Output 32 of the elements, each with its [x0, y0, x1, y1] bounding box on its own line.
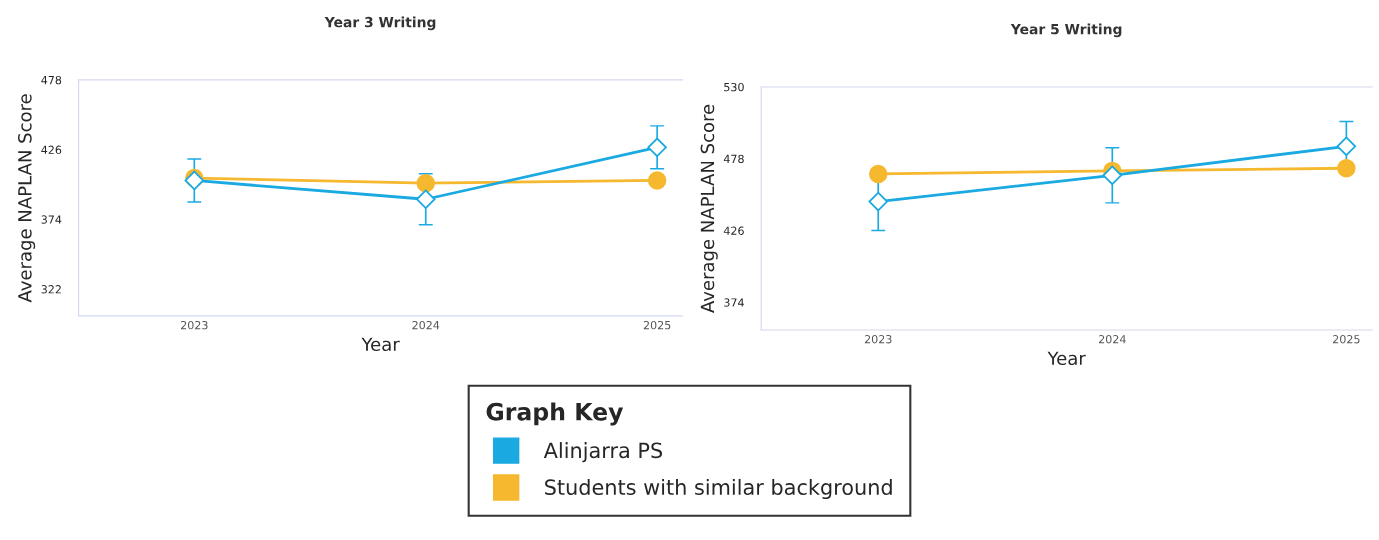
point: [868, 164, 888, 184]
x-tick-label: 2023: [180, 320, 208, 330]
legend-label: Alinjarra PS: [543, 442, 663, 463]
point: [1102, 165, 1123, 186]
x-tick-label: 2025: [643, 320, 671, 330]
x-axis-title: Year: [1047, 351, 1086, 366]
point: [647, 171, 667, 190]
point: [416, 173, 435, 193]
x-tick-label: 2024: [412, 320, 440, 330]
y-axis-title: Average NAPLAN Score: [700, 104, 718, 313]
point: [1336, 136, 1357, 157]
y-tick-label: 530: [724, 82, 744, 92]
y-tick-label: 478: [41, 75, 62, 85]
y-tick-label: 478: [723, 154, 744, 164]
legend-title: Graph Key: [486, 402, 624, 426]
chart-title: Year 5 Writing: [1010, 23, 1122, 38]
x-axis-title: Year: [361, 337, 400, 352]
point: [415, 189, 436, 209]
y-tick-label: 322: [41, 285, 61, 294]
y-tick-label: 374: [41, 215, 62, 224]
x-tick-label: 2025: [1333, 335, 1360, 344]
point: [1337, 159, 1356, 178]
point: [868, 191, 888, 212]
y-tick-label: 426: [723, 226, 744, 235]
x-tick-label: 2023: [864, 335, 892, 344]
x-tick-label: 2024: [1098, 335, 1126, 344]
point: [647, 137, 667, 158]
y-tick-label: 374: [724, 298, 744, 307]
legend-label: Students with similar background: [545, 478, 892, 500]
chart-title: Year 3 Writing: [324, 16, 436, 31]
y-axis-title: Average NAPLAN Score: [18, 94, 36, 303]
y-tick-label: 426: [41, 145, 62, 155]
